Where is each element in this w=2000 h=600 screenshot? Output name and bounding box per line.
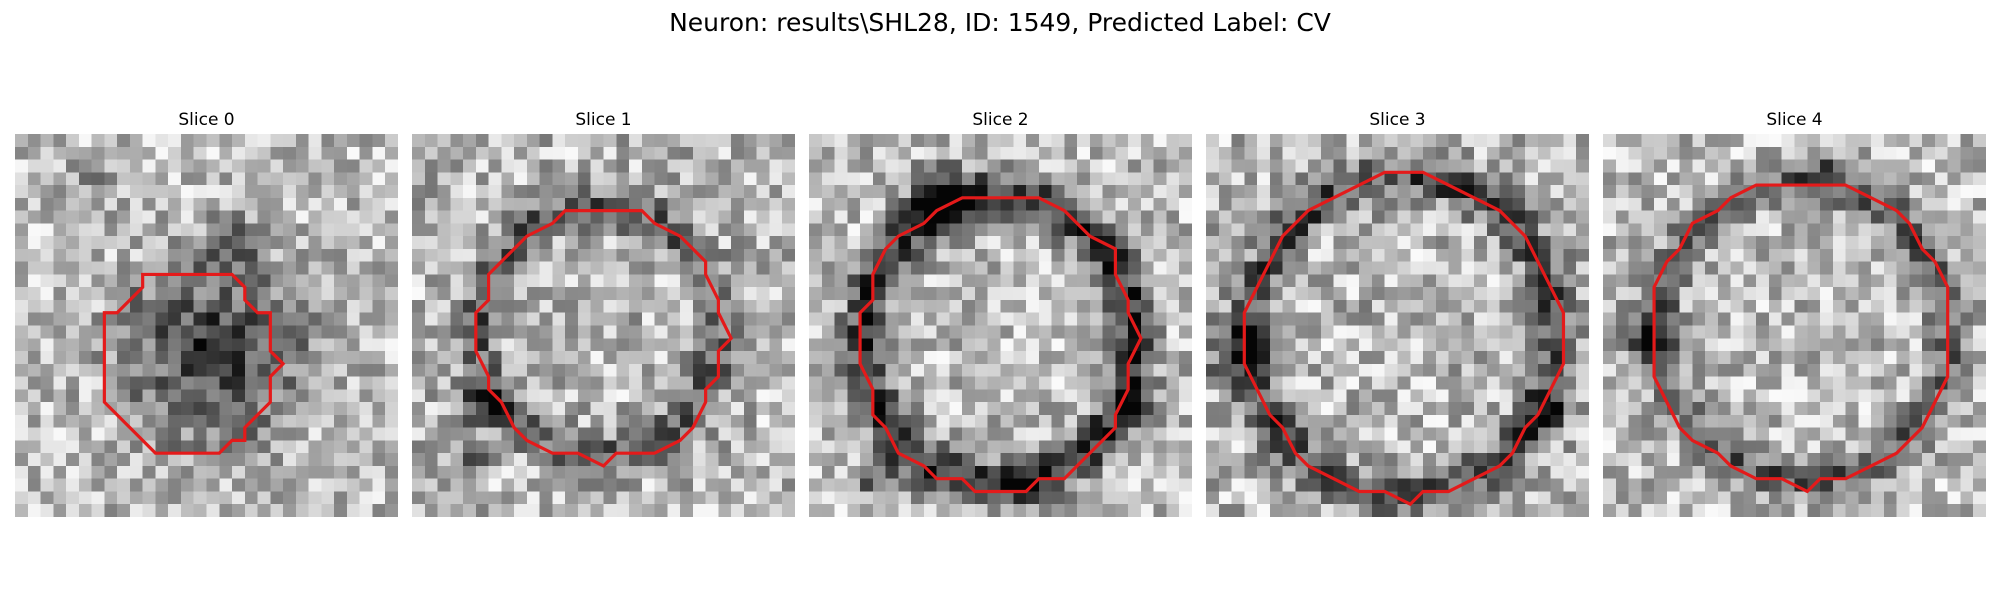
slice-1-image bbox=[412, 134, 795, 517]
roi-outline bbox=[102, 272, 286, 455]
slice-4-label: Slice 4 bbox=[1766, 110, 1823, 130]
roi-outline bbox=[1242, 170, 1566, 507]
slice-2-image bbox=[809, 134, 1192, 517]
roi-outline bbox=[858, 196, 1143, 494]
slice-3-image bbox=[1206, 134, 1589, 517]
slice-1-label: Slice 1 bbox=[575, 110, 632, 130]
slice-0-label: Slice 0 bbox=[178, 110, 235, 130]
slice-3-label: Slice 3 bbox=[1369, 110, 1426, 130]
slice-4-image bbox=[1603, 134, 1986, 517]
roi-outline bbox=[1652, 183, 1950, 494]
roi-outline bbox=[474, 209, 734, 468]
slice-2-label: Slice 2 bbox=[972, 110, 1029, 130]
slice-0-image bbox=[15, 134, 398, 517]
figure-title: Neuron: results\SHL28, ID: 1549, Predict… bbox=[669, 8, 1331, 37]
